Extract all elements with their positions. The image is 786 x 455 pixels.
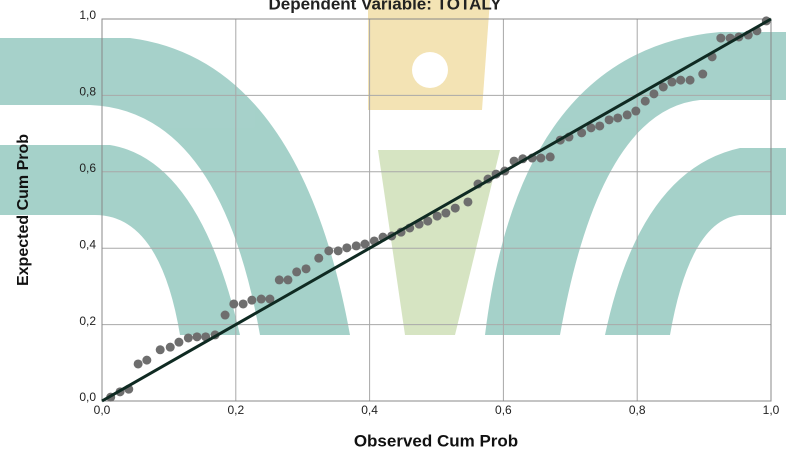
point — [613, 113, 623, 123]
point — [441, 208, 451, 218]
y-tick-label: 0,4 — [79, 237, 96, 251]
point — [292, 267, 302, 277]
point — [631, 106, 641, 116]
point — [256, 294, 266, 304]
point — [536, 153, 546, 163]
x-tick-label: 0,2 — [227, 403, 244, 417]
point — [716, 33, 726, 43]
point — [174, 337, 184, 347]
point — [423, 216, 433, 226]
watermark-arc — [0, 145, 240, 335]
point — [640, 96, 650, 106]
x-tick-label: 0,8 — [629, 403, 646, 417]
point — [685, 75, 695, 85]
y-axis-title: Expected Cum Prob — [15, 134, 32, 286]
point — [649, 89, 659, 99]
point — [324, 246, 334, 256]
point — [450, 203, 460, 213]
point — [360, 239, 370, 249]
watermark-pen — [378, 150, 500, 335]
point — [463, 197, 473, 207]
point — [155, 345, 165, 355]
y-tick-label: 1,0 — [79, 8, 96, 22]
chart-title: Dependent Variable: TOTALY — [268, 0, 502, 13]
x-axis-title: Observed Cum Prob — [354, 431, 518, 450]
x-tick-label: 1,0 — [763, 403, 780, 417]
plot-area: 0,0 0,2 0,4 0,6 0,8 1,0 0,0 0,2 0,4 0,6 0,8 1,0 — [79, 8, 779, 417]
point — [676, 75, 686, 85]
watermark-arc — [605, 148, 786, 335]
point — [545, 152, 555, 162]
point — [698, 69, 708, 79]
watermark-pen — [368, 0, 490, 110]
point — [133, 359, 143, 369]
watermark-arc — [485, 32, 786, 335]
point — [432, 211, 442, 221]
point — [333, 246, 343, 256]
point — [351, 241, 361, 251]
y-tick-label: 0,2 — [79, 314, 96, 328]
point — [667, 77, 677, 87]
point — [220, 310, 230, 320]
y-tick-label: 0,6 — [79, 161, 96, 175]
point — [142, 355, 152, 365]
point — [586, 123, 596, 133]
point — [165, 342, 175, 352]
watermark-hole — [412, 52, 448, 88]
reference-line — [101, 17, 772, 403]
point — [658, 82, 668, 92]
point — [595, 121, 605, 131]
point — [238, 299, 248, 309]
point — [274, 275, 284, 285]
x-tick-label: 0,4 — [361, 403, 378, 417]
y-tick-label: 0,0 — [79, 390, 96, 404]
plot-frame — [101, 18, 772, 402]
point — [229, 299, 239, 309]
point — [604, 115, 614, 125]
watermark — [0, 0, 786, 335]
point — [342, 243, 352, 253]
point — [301, 264, 311, 274]
y-tick-label: 0,8 — [79, 85, 96, 99]
point — [577, 128, 587, 138]
x-tick-label: 0,0 — [94, 403, 111, 417]
point — [265, 294, 275, 304]
x-tick-label: 0,6 — [495, 403, 512, 417]
watermark-arc — [0, 38, 350, 335]
point — [622, 110, 632, 120]
point — [247, 295, 257, 305]
point — [183, 333, 193, 343]
point — [283, 275, 293, 285]
point — [192, 332, 202, 342]
point — [314, 253, 324, 263]
